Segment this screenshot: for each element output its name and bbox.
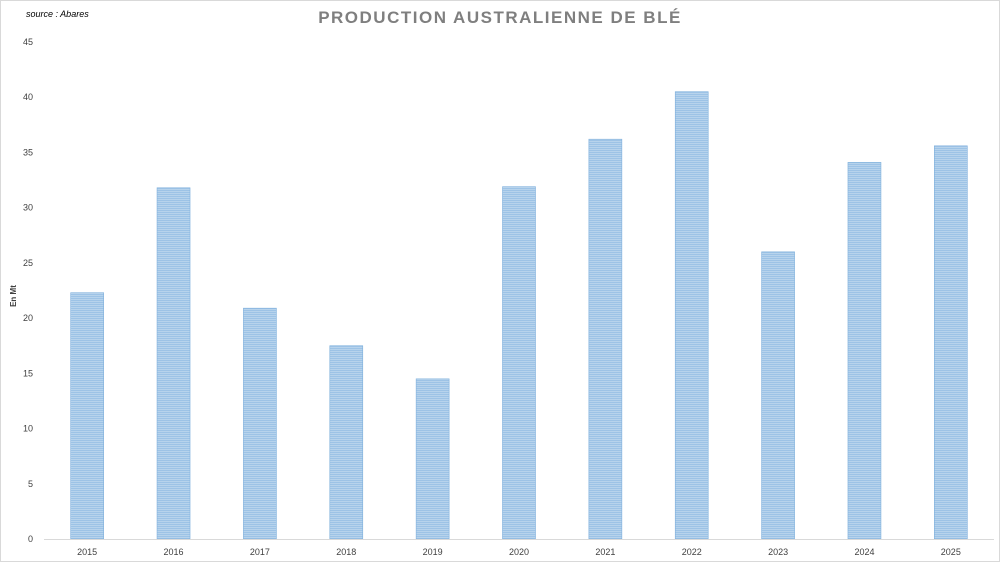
y-tick-label: 20 [23, 313, 33, 323]
y-tick-label: 40 [23, 92, 33, 102]
source-note: source : Abares [26, 9, 89, 19]
y-axis-tick-labels: 0 5 10 15 20 25 30 35 40 45 [23, 37, 33, 544]
bar-2021 [588, 138, 623, 540]
y-tick-label: 25 [23, 258, 33, 268]
x-tick-label: 2021 [595, 547, 615, 557]
y-axis-label: En Mt [9, 285, 18, 307]
y-tick-label: 30 [23, 203, 33, 213]
x-tick-label: 2024 [854, 547, 874, 557]
x-tick-label: 2017 [250, 547, 270, 557]
x-tick-label: 2018 [336, 547, 356, 557]
bar-2024 [847, 162, 882, 540]
bar-2017 [243, 307, 277, 540]
x-tick-label: 2020 [509, 547, 529, 557]
y-tick-label: 5 [28, 479, 33, 489]
y-tick-label: 45 [23, 37, 33, 47]
bar-2023 [761, 251, 795, 540]
x-tick-label: 2016 [164, 547, 184, 557]
bar-2015 [70, 292, 104, 540]
x-axis-tick-labels: 2015 2016 2017 2018 2019 2020 2021 2022 2023 2024… [77, 547, 961, 557]
x-tick-label: 2015 [77, 547, 97, 557]
y-tick-label: 15 [23, 368, 33, 378]
bar-2019 [415, 378, 450, 540]
y-tick-label: 10 [23, 424, 33, 434]
x-tick-label: 2022 [682, 547, 702, 557]
y-tick-label: 0 [28, 534, 33, 544]
bar-2022 [674, 91, 709, 540]
y-tick-label: 35 [23, 147, 33, 157]
chart-title: PRODUCTION AUSTRALIENNE DE BLÉ [318, 8, 682, 27]
bar-2018 [329, 345, 364, 540]
bar-2020 [502, 186, 536, 540]
x-tick-label: 2025 [941, 547, 961, 557]
bars [70, 91, 968, 540]
x-tick-label: 2019 [423, 547, 443, 557]
x-tick-label: 2023 [768, 547, 788, 557]
bar-2016 [156, 187, 191, 540]
bar-2025 [934, 145, 968, 540]
